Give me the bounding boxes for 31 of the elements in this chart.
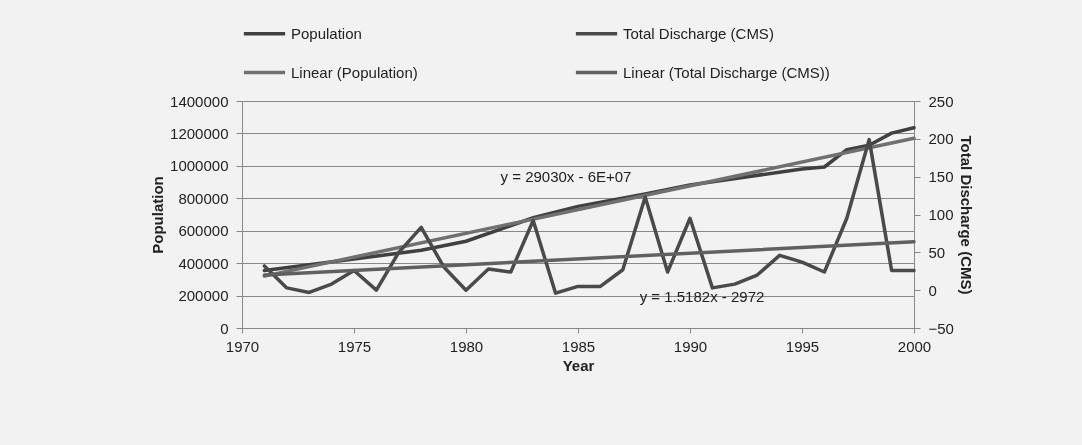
x-tick-label: 1975 (337, 337, 372, 355)
y2-tick-label: 250 (928, 92, 954, 110)
x-tick-label: 2000 (897, 337, 932, 355)
y-tick-label: 600000 (178, 222, 229, 240)
y-tick-label: 1000000 (170, 157, 229, 175)
y2-tick-label: 100 (928, 206, 954, 223)
y-tick-label: 800000 (178, 189, 229, 207)
x-axis-title: Year (562, 356, 595, 374)
y2-tick-label: 200 (928, 130, 954, 148)
y2-tick-label: 150 (928, 168, 954, 186)
legend-label: Linear (Population) (291, 63, 418, 81)
annotation: y = 1.5182x - 2972 (639, 288, 765, 305)
y-tick-label: 400000 (178, 254, 229, 272)
x-tick-label: 1970 (225, 337, 260, 355)
y-tick-label: 1400000 (170, 92, 229, 110)
legend-label: Linear (Total Discharge (CMS)) (623, 63, 830, 81)
y2-tick-label: 50 (928, 243, 946, 261)
x-tick-label: 1990 (673, 337, 708, 355)
y-tick-label: 0 (220, 319, 229, 337)
y2-axis-title: Total Discharge (CMS) (957, 135, 975, 295)
legend-label: Population (291, 24, 362, 42)
y2-tick-label: 0 (928, 281, 937, 299)
x-tick-label: 1985 (561, 337, 596, 355)
annotation: y = 29030x - 6E+07 (500, 168, 632, 185)
legend-label: Total Discharge (CMS) (623, 24, 774, 42)
y-tick-label: 200000 (178, 287, 229, 305)
y-axis-title: Population (149, 176, 167, 254)
x-tick-label: 1995 (785, 337, 820, 355)
x-tick-label: 1980 (449, 337, 484, 355)
y2-tick-label: −50 (928, 319, 954, 337)
y-tick-label: 1200000 (170, 124, 229, 142)
